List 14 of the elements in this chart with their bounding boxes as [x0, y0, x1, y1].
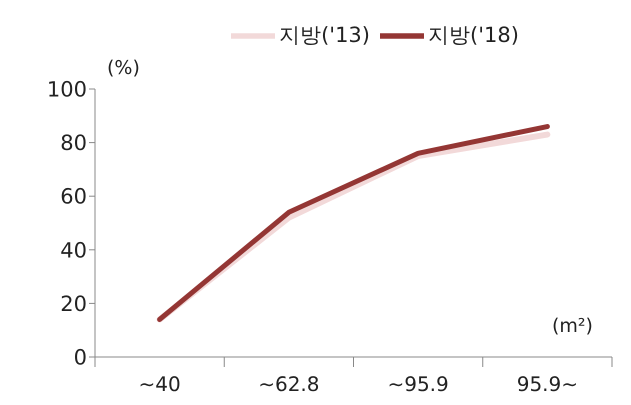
text: (%)	[107, 57, 140, 79]
y-tick-label: 80	[60, 131, 87, 156]
y-tick-label: 40	[60, 238, 87, 262]
y-tick-label: 20	[60, 292, 87, 316]
legend-label: 지방('18)	[428, 22, 519, 47]
x-tick-label: ~95.9	[387, 372, 449, 396]
y-tick-label: 60	[60, 184, 87, 209]
legend-label: 지방('13)	[279, 22, 370, 47]
x-tick-label: ~40	[138, 372, 181, 396]
x-tick-label: ~62.8	[258, 372, 320, 396]
annotation: (m²)	[552, 315, 593, 337]
y-tick-label: 0	[74, 345, 87, 370]
x-tick-label: 95.9~	[516, 372, 578, 396]
y-tick-label: 100	[46, 77, 87, 102]
